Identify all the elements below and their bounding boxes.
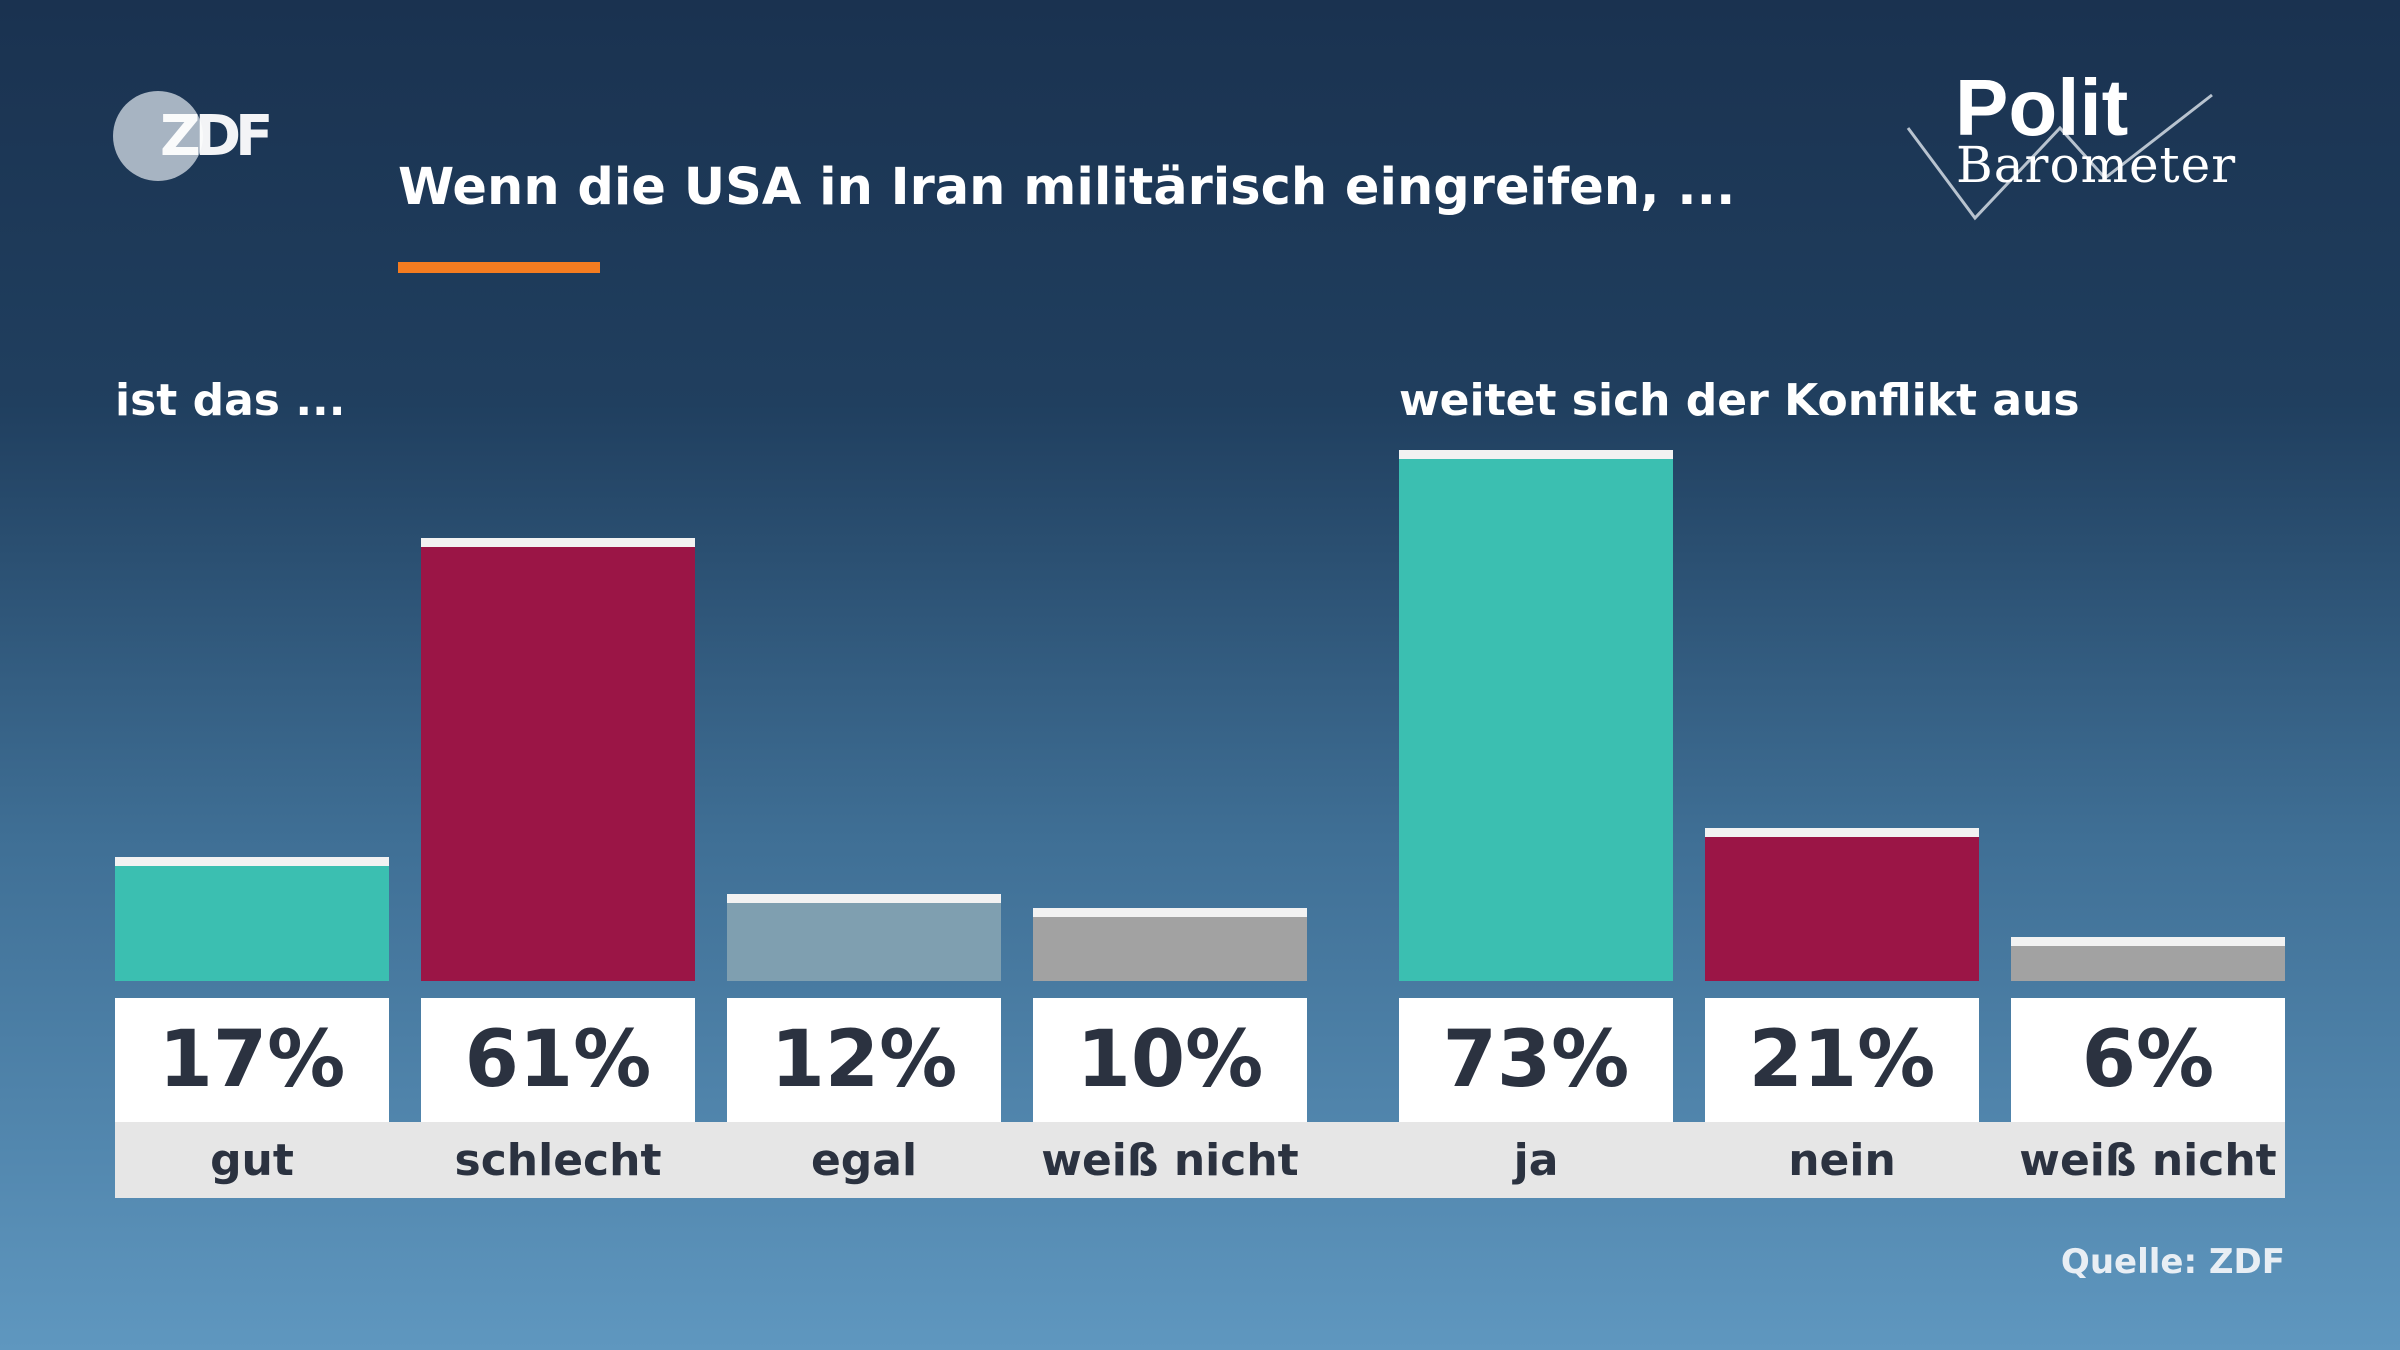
value-label: 10% bbox=[1033, 998, 1307, 1122]
value-label: 17% bbox=[115, 998, 389, 1122]
bar-wei-nicht bbox=[2011, 937, 2285, 981]
group-1-title: ist das ... bbox=[115, 375, 346, 426]
category-label: schlecht bbox=[454, 1134, 662, 1186]
source-note: Quelle: ZDF bbox=[2060, 1242, 2285, 1282]
bar-egal bbox=[727, 893, 1001, 981]
category-label: nein bbox=[1788, 1134, 1896, 1186]
title-accent-bar bbox=[398, 262, 600, 273]
category-label: egal bbox=[810, 1134, 918, 1186]
category-label: ja bbox=[1513, 1134, 1559, 1186]
politbarometer-logo-bottom: Barometer bbox=[1956, 136, 2237, 194]
bar-schlecht bbox=[421, 537, 695, 981]
category-label: weiß nicht bbox=[1041, 1134, 1299, 1186]
bar-gut bbox=[115, 857, 389, 981]
value-label: 6% bbox=[2011, 998, 2285, 1122]
bar-nein bbox=[1705, 828, 1979, 981]
zdf-logo-text: ZDF bbox=[160, 104, 273, 169]
value-label: 73% bbox=[1399, 998, 1673, 1122]
chart-title: Wenn die USA in Iran militärisch eingrei… bbox=[398, 158, 1736, 217]
value-label: 61% bbox=[421, 998, 695, 1122]
bar-wei-nicht bbox=[1033, 908, 1307, 981]
category-label-strip bbox=[115, 1122, 2285, 1198]
group-2-title: weitet sich der Konflikt aus bbox=[1399, 375, 2080, 426]
bar-ja bbox=[1399, 450, 1673, 981]
value-label: 12% bbox=[727, 998, 1001, 1122]
politbarometer-check-icon bbox=[1906, 93, 2213, 221]
category-label: gut bbox=[210, 1134, 294, 1186]
value-label: 21% bbox=[1705, 998, 1979, 1122]
zdf-logo bbox=[113, 91, 203, 181]
politbarometer-logo-top: Polit bbox=[1955, 63, 2129, 152]
category-label: weiß nicht bbox=[2019, 1134, 2277, 1186]
